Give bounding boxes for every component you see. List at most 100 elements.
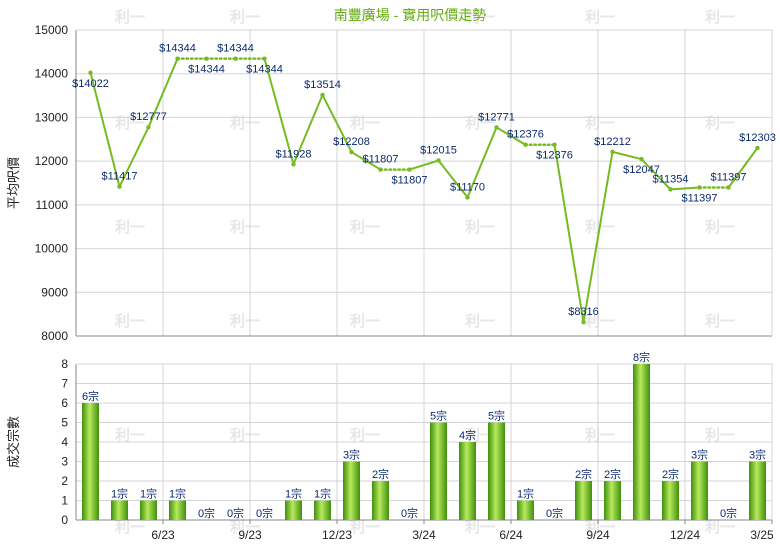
volume-y-tick-label: 1 [61,494,68,508]
watermark-text: 利一 [465,518,495,536]
volume-data-label: 0宗 [227,506,244,520]
price-line-segment [408,159,440,171]
volume-bar [633,364,650,520]
watermark-text: 利一 [230,114,260,132]
watermark-text: 利一 [115,114,145,132]
watermark-text: 利一 [115,312,145,330]
watermark-text: 利一 [115,8,145,26]
volume-bar [517,500,534,520]
volume-bar [285,500,302,520]
watermark-text: 利一 [465,8,495,26]
price-data-label: $14344 [246,64,283,76]
volume-y-tick-label: 7 [61,377,68,391]
price-data-label: $12015 [420,144,457,156]
price-point [349,149,354,155]
volume-data-label: 0宗 [198,506,215,520]
volume-bar [459,442,476,520]
volume-bar [111,500,128,520]
volume-y-tick-label: 2 [61,474,68,488]
volume-bar [604,481,621,520]
watermark-text: 利一 [350,114,380,132]
watermark-text: 利一 [230,312,260,330]
price-data-label: $12771 [478,111,515,123]
volume-data-label: 2宗 [575,467,592,481]
volume-data-label: 5宗 [430,409,447,423]
price-line-segment [263,57,295,166]
watermark-text: 利一 [705,114,735,132]
watermark-text: 利一 [230,426,260,444]
price-point [755,145,760,151]
price-y-tick-label: 13000 [35,110,69,124]
price-point [465,195,470,200]
price-line-segment [292,93,324,166]
x-tick-label: 6/24 [499,528,523,542]
price-data-label: $11354 [653,173,689,185]
price-line-segment [466,126,498,199]
price-data-label: $12208 [333,136,370,148]
watermark-text: 利一 [585,426,615,444]
watermark-text: 利一 [350,218,380,236]
price-data-label: $12376 [507,129,544,141]
watermark-text: 利一 [350,518,380,536]
watermark-text: 利一 [465,312,495,330]
price-data-label: $12303 [739,132,776,144]
price-data-label: $11807 [392,175,428,187]
chart-title: 南豐廣場 - 實用呎價走勢 [334,7,486,23]
volume-data-label: 1宗 [140,487,157,501]
price-data-label: $11417 [102,171,138,183]
volume-y-axis-title: 成交宗數 [6,416,21,468]
price-y-tick-label: 11000 [36,198,69,212]
watermark-text: 利一 [115,426,145,444]
price-chart: 8000 9000 10000 11000 12000 13000 14000 15000 平均… [6,23,776,343]
price-y-tick-label: 15000 [35,23,69,37]
volume-bar [430,422,447,520]
volume-data-label: 2宗 [604,467,621,481]
price-line-segment [640,158,672,191]
volume-data-label: 1宗 [285,487,302,501]
volume-data-label: 6宗 [82,389,99,403]
watermark-text: 利一 [465,114,495,132]
price-data-label: $11170 [450,181,485,193]
price-line-segment [495,126,527,146]
price-line-segment [89,71,121,188]
price-point [88,70,93,75]
price-point [117,184,122,189]
volume-data-label: 0宗 [720,506,737,520]
price-line-segment [669,186,701,191]
volume-data-label: 8宗 [633,350,650,364]
volume-data-label: 3宗 [691,448,708,462]
price-line-segment [611,150,643,161]
price-point [552,142,557,147]
x-tick-label: 9/23 [238,528,262,542]
price-point [523,142,528,147]
price-data-label: $13514 [304,79,341,91]
volume-y-tick-label: 8 [61,357,68,371]
volume-bar [314,500,331,520]
volume-y-tick-label: 0 [61,513,68,527]
price-point [175,56,180,61]
price-data-label: $14344 [188,64,225,76]
watermark-text: 利一 [585,114,615,132]
price-point [320,92,325,98]
price-point [204,56,209,61]
x-tick-label: 6/23 [151,528,175,542]
price-point [639,156,644,162]
volume-bar [749,461,766,520]
watermark-text: 利一 [705,426,735,444]
price-point [233,56,238,61]
price-point [436,158,441,163]
volume-data-label: 0宗 [256,506,273,520]
volume-y-tick-label: 3 [61,455,68,469]
price-data-label: $12376 [536,150,573,162]
price-line-segment [553,143,585,324]
price-point [291,162,296,167]
watermark-text: 利一 [230,218,260,236]
volume-bar [82,403,99,520]
price-line-segment [147,57,179,129]
volume-data-label: 5宗 [488,409,505,423]
x-tick-label: 9/24 [586,528,610,542]
price-data-label: $11397 [682,193,718,205]
price-line-segment [582,150,614,324]
